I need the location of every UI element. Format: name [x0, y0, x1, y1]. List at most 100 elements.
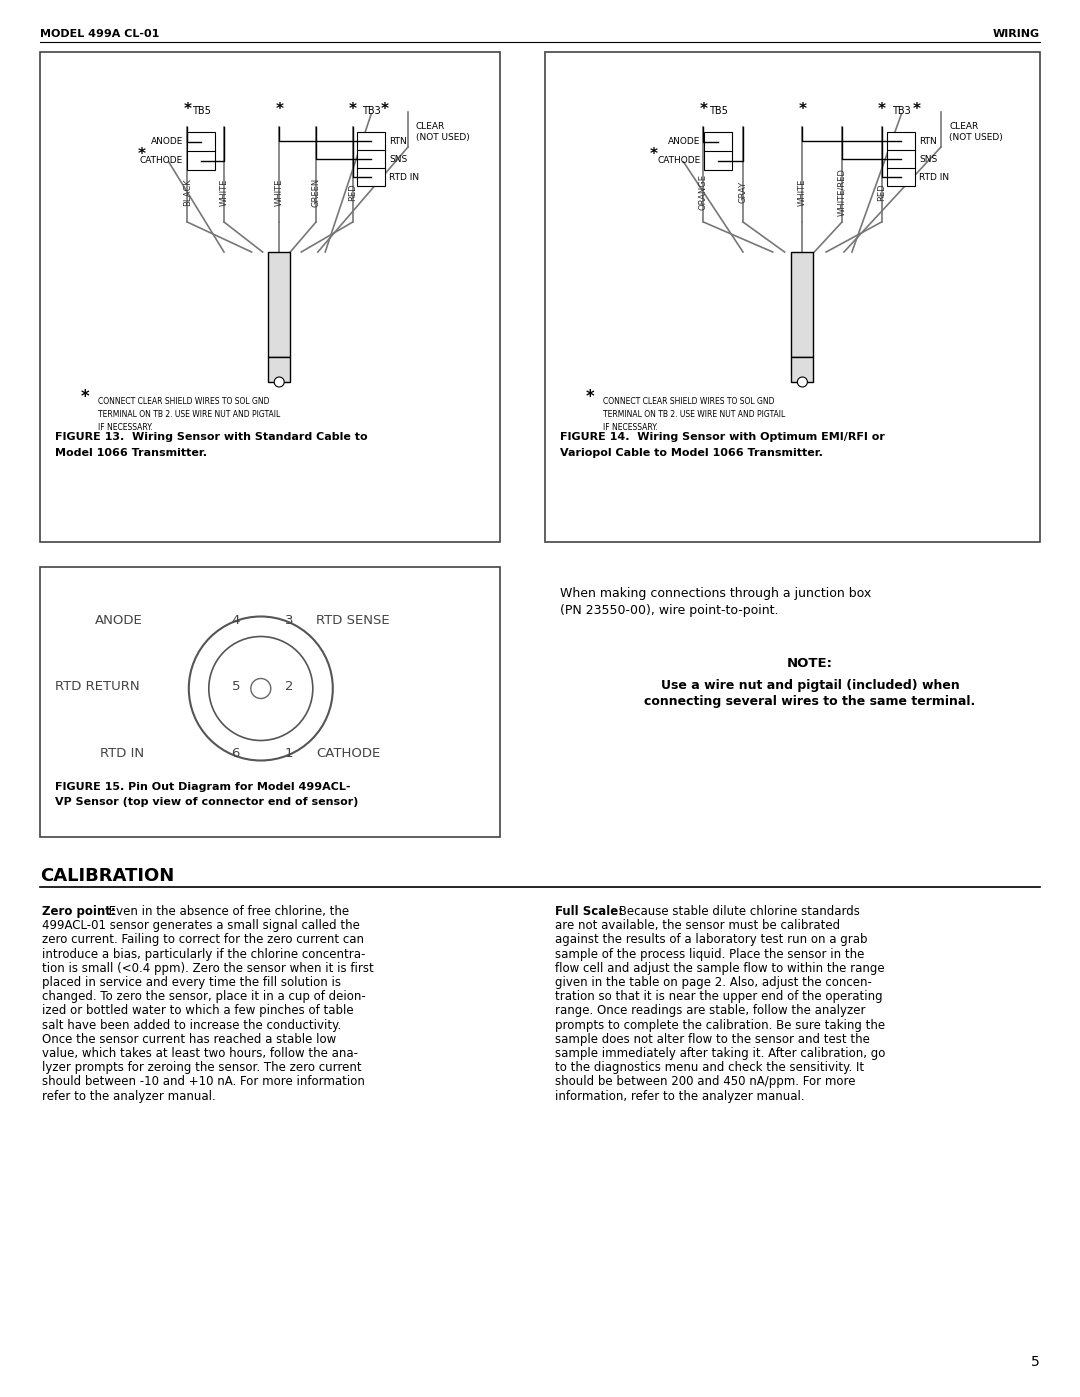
Text: zero current. Failing to correct for the zero current can: zero current. Failing to correct for the… [42, 933, 364, 946]
Text: 3: 3 [284, 615, 293, 627]
Text: TB5: TB5 [708, 106, 728, 116]
Text: *: * [184, 102, 191, 117]
Text: 499ACL-01 sensor generates a small signal called the: 499ACL-01 sensor generates a small signa… [42, 919, 360, 932]
Text: RED: RED [877, 183, 886, 201]
Text: placed in service and every time the fill solution is: placed in service and every time the fil… [42, 977, 341, 989]
Text: ANODE: ANODE [667, 137, 700, 147]
Text: BLACK: BLACK [183, 179, 192, 205]
Text: refer to the analyzer manual.: refer to the analyzer manual. [42, 1090, 216, 1102]
Text: GRAY: GRAY [739, 182, 747, 203]
Text: CATHODE: CATHODE [139, 156, 183, 165]
Text: Once the sensor current has reached a stable low: Once the sensor current has reached a st… [42, 1032, 336, 1046]
Text: FIGURE 15. Pin Out Diagram for Model 499ACL-: FIGURE 15. Pin Out Diagram for Model 499… [55, 782, 351, 792]
Text: RTD SENSE: RTD SENSE [315, 615, 390, 627]
Text: Even in the absence of free chlorine, the: Even in the absence of free chlorine, th… [105, 905, 349, 918]
Circle shape [797, 377, 808, 387]
Text: GREEN: GREEN [311, 177, 321, 207]
Text: *: * [798, 102, 807, 117]
Text: CONNECT CLEAR SHIELD WIRES TO SOL GND: CONNECT CLEAR SHIELD WIRES TO SOL GND [603, 397, 774, 407]
Bar [40, 567, 500, 837]
Text: TB3: TB3 [362, 106, 380, 116]
Text: When making connections through a junction box: When making connections through a juncti… [561, 587, 872, 599]
Text: RTD IN: RTD IN [919, 172, 949, 182]
Text: CLEAR
(NOT USED): CLEAR (NOT USED) [416, 123, 470, 141]
Text: CATHODE: CATHODE [315, 747, 380, 760]
Text: tration so that it is near the upper end of the operating: tration so that it is near the upper end… [555, 990, 882, 1003]
Text: VP Sensor (top view of connector end of sensor): VP Sensor (top view of connector end of … [55, 798, 359, 807]
Text: (PN 23550-00), wire point-to-point.: (PN 23550-00), wire point-to-point. [561, 604, 779, 617]
Bar [704, 131, 732, 170]
Text: CONNECT CLEAR SHIELD WIRES TO SOL GND: CONNECT CLEAR SHIELD WIRES TO SOL GND [98, 397, 270, 407]
Text: Zero point:: Zero point: [42, 905, 116, 918]
Text: Because stable dilute chlorine standards: Because stable dilute chlorine standards [615, 905, 860, 918]
Text: *: * [137, 147, 145, 162]
Text: *: * [381, 102, 389, 117]
Circle shape [251, 679, 271, 698]
Text: TB3: TB3 [892, 106, 910, 116]
Bar [268, 251, 291, 358]
Bar [268, 358, 291, 381]
Text: value, which takes at least two hours, follow the ana-: value, which takes at least two hours, f… [42, 1046, 357, 1060]
Text: sample immediately after taking it. After calibration, go: sample immediately after taking it. Afte… [555, 1046, 886, 1060]
Text: sample does not alter flow to the sensor and test the: sample does not alter flow to the sensor… [555, 1032, 869, 1046]
Text: TERMINAL ON TB 2. USE WIRE NUT AND PIGTAIL: TERMINAL ON TB 2. USE WIRE NUT AND PIGTA… [603, 409, 785, 419]
Bar [545, 52, 1040, 542]
Text: CALIBRATION: CALIBRATION [40, 868, 174, 886]
Text: prompts to complete the calibration. Be sure taking the: prompts to complete the calibration. Be … [555, 1018, 886, 1031]
Text: SNS: SNS [389, 155, 407, 163]
Text: *: * [913, 102, 920, 117]
Text: given in the table on page 2. Also, adjust the concen-: given in the table on page 2. Also, adju… [555, 977, 872, 989]
Text: 2: 2 [284, 680, 293, 693]
Text: salt have been added to increase the conductivity.: salt have been added to increase the con… [42, 1018, 341, 1031]
Text: Variopol Cable to Model 1066 Transmitter.: Variopol Cable to Model 1066 Transmitter… [561, 448, 823, 458]
Text: RED: RED [348, 183, 357, 201]
Circle shape [274, 377, 284, 387]
Text: 1: 1 [284, 747, 293, 760]
Text: TB5: TB5 [191, 106, 211, 116]
Text: FIGURE 13.  Wiring Sensor with Standard Cable to: FIGURE 13. Wiring Sensor with Standard C… [55, 432, 367, 441]
Text: information, refer to the analyzer manual.: information, refer to the analyzer manua… [555, 1090, 805, 1102]
Text: 4: 4 [231, 615, 240, 627]
Circle shape [208, 637, 313, 740]
Circle shape [189, 616, 333, 760]
Bar [888, 131, 916, 186]
Text: RTD IN: RTD IN [100, 747, 144, 760]
Bar [357, 131, 386, 186]
Text: ANODE: ANODE [150, 137, 183, 147]
Text: 5: 5 [1031, 1355, 1040, 1369]
Text: CLEAR
(NOT USED): CLEAR (NOT USED) [949, 123, 1002, 141]
Bar [187, 131, 215, 170]
Text: connecting several wires to the same terminal.: connecting several wires to the same ter… [645, 694, 975, 708]
Text: Use a wire nut and pigtail (included) when: Use a wire nut and pigtail (included) wh… [661, 679, 959, 692]
Text: *: * [650, 147, 658, 162]
Text: flow cell and adjust the sample flow to within the range: flow cell and adjust the sample flow to … [555, 961, 885, 975]
Text: 6: 6 [231, 747, 240, 760]
Text: against the results of a laboratory test run on a grab: against the results of a laboratory test… [555, 933, 867, 946]
Text: to the diagnostics menu and check the sensitivity. It: to the diagnostics menu and check the se… [555, 1062, 864, 1074]
Text: WHITE: WHITE [274, 179, 284, 205]
Text: should be between 200 and 450 nA/ppm. For more: should be between 200 and 450 nA/ppm. Fo… [555, 1076, 855, 1088]
Text: WIRING: WIRING [993, 29, 1040, 39]
Text: IF NECESSARY.: IF NECESSARY. [603, 423, 658, 432]
Text: *: * [275, 102, 283, 117]
Text: sample of the process liquid. Place the sensor in the: sample of the process liquid. Place the … [555, 947, 864, 961]
Text: 5: 5 [231, 680, 240, 693]
Text: MODEL 499A CL-01: MODEL 499A CL-01 [40, 29, 160, 39]
Text: RTD RETURN: RTD RETURN [55, 680, 139, 693]
Text: *: * [878, 102, 886, 117]
Text: introduce a bias, particularly if the chlorine concentra-: introduce a bias, particularly if the ch… [42, 947, 365, 961]
Text: ORANGE: ORANGE [699, 175, 707, 210]
Text: ized or bottled water to which a few pinches of table: ized or bottled water to which a few pin… [42, 1004, 353, 1017]
Text: SNS: SNS [919, 155, 937, 163]
Bar [792, 251, 813, 358]
Text: RTN: RTN [389, 137, 407, 145]
Text: Full Scale:: Full Scale: [555, 905, 623, 918]
Text: RTD IN: RTD IN [389, 172, 419, 182]
Text: *: * [585, 388, 594, 407]
Text: range. Once readings are stable, follow the analyzer: range. Once readings are stable, follow … [555, 1004, 865, 1017]
Text: ANODE: ANODE [95, 615, 143, 627]
Bar [792, 358, 813, 381]
Text: WHITE/RED: WHITE/RED [837, 168, 847, 217]
Text: RTN: RTN [919, 137, 937, 145]
Text: TERMINAL ON TB 2. USE WIRE NUT AND PIGTAIL: TERMINAL ON TB 2. USE WIRE NUT AND PIGTA… [98, 409, 280, 419]
